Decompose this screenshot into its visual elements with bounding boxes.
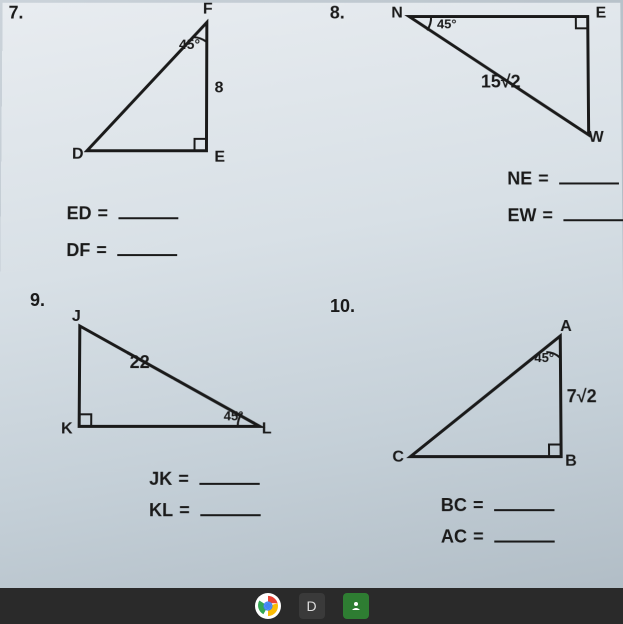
- eq-sign: =: [179, 500, 190, 521]
- JK-blank[interactable]: [199, 467, 259, 485]
- vertex-N: N: [391, 5, 403, 23]
- ED-label: ED: [67, 203, 92, 224]
- problem-10: 10. A B C 45° 7√2 BC = AC =: [330, 296, 355, 317]
- vertex-A: A: [560, 318, 572, 336]
- angle-10: 45°: [534, 350, 554, 365]
- vertex-B: B: [565, 453, 577, 471]
- eq-sign: =: [542, 205, 553, 226]
- answer-JK: JK =: [149, 467, 260, 490]
- BC-label: BC: [441, 495, 467, 516]
- NE-blank[interactable]: [559, 167, 619, 185]
- problem-8: 8. N E W 45° 15√2 NE = EW =: [330, 3, 345, 24]
- chrome-icon[interactable]: [255, 593, 281, 619]
- eq-sign: =: [178, 469, 189, 490]
- angle-9: 45°: [224, 408, 244, 423]
- worksheet-page: 7. D E F 45° 8 ED = DF = 8.: [0, 3, 623, 603]
- vertex-F: F: [203, 1, 213, 19]
- answer-DF: DF =: [66, 238, 177, 261]
- vertex-E8: E: [596, 5, 607, 23]
- triangle-9: [59, 316, 300, 467]
- problem-10-number: 10.: [330, 296, 355, 316]
- vertex-E: E: [214, 149, 225, 167]
- answer-ED: ED =: [67, 201, 178, 224]
- problem-7-number: 7.: [8, 3, 23, 23]
- vertex-L: L: [262, 420, 272, 438]
- eq-sign: =: [538, 169, 549, 190]
- EW-blank[interactable]: [563, 203, 623, 221]
- side-10: 7√2: [567, 386, 597, 407]
- ED-blank[interactable]: [118, 201, 178, 219]
- vertex-W: W: [589, 129, 604, 147]
- DF-label: DF: [66, 240, 90, 261]
- problem-7: 7. D E F 45° 8 ED = DF =: [8, 3, 23, 24]
- AC-label: AC: [441, 526, 467, 547]
- problem-9-number: 9.: [30, 290, 45, 310]
- JK-label: JK: [149, 469, 172, 490]
- eq-sign: =: [96, 240, 107, 261]
- answer-AC: AC =: [441, 524, 554, 547]
- d-app-label: D: [306, 598, 316, 614]
- problem-8-number: 8.: [330, 3, 345, 23]
- AC-blank[interactable]: [494, 524, 555, 542]
- side-7: 8: [215, 80, 224, 98]
- DF-blank[interactable]: [117, 238, 177, 256]
- problem-9: 9. J K L 45° 22 JK = KL =: [30, 290, 45, 311]
- side-9: 22: [130, 352, 150, 373]
- eq-sign: =: [473, 495, 484, 516]
- taskbar: D: [0, 588, 623, 624]
- answer-BC: BC =: [441, 493, 554, 516]
- eq-sign: =: [97, 203, 108, 224]
- vertex-D: D: [72, 146, 84, 164]
- NE-label: NE: [507, 169, 532, 190]
- answer-EW: EW =: [507, 203, 622, 226]
- vertex-C: C: [392, 449, 404, 467]
- side-8: 15√2: [481, 72, 521, 93]
- BC-blank[interactable]: [494, 493, 554, 511]
- vertex-J: J: [72, 308, 81, 326]
- vertex-K: K: [61, 420, 73, 438]
- EW-label: EW: [507, 205, 536, 226]
- eq-sign: =: [473, 526, 484, 547]
- KL-label: KL: [149, 500, 173, 521]
- classroom-icon[interactable]: [343, 593, 369, 619]
- d-app-icon[interactable]: D: [299, 593, 325, 619]
- KL-blank[interactable]: [200, 498, 260, 516]
- answer-NE: NE =: [507, 167, 622, 190]
- angle-8: 45°: [437, 17, 457, 32]
- answer-KL: KL =: [149, 498, 260, 521]
- angle-7: 45°: [179, 36, 200, 52]
